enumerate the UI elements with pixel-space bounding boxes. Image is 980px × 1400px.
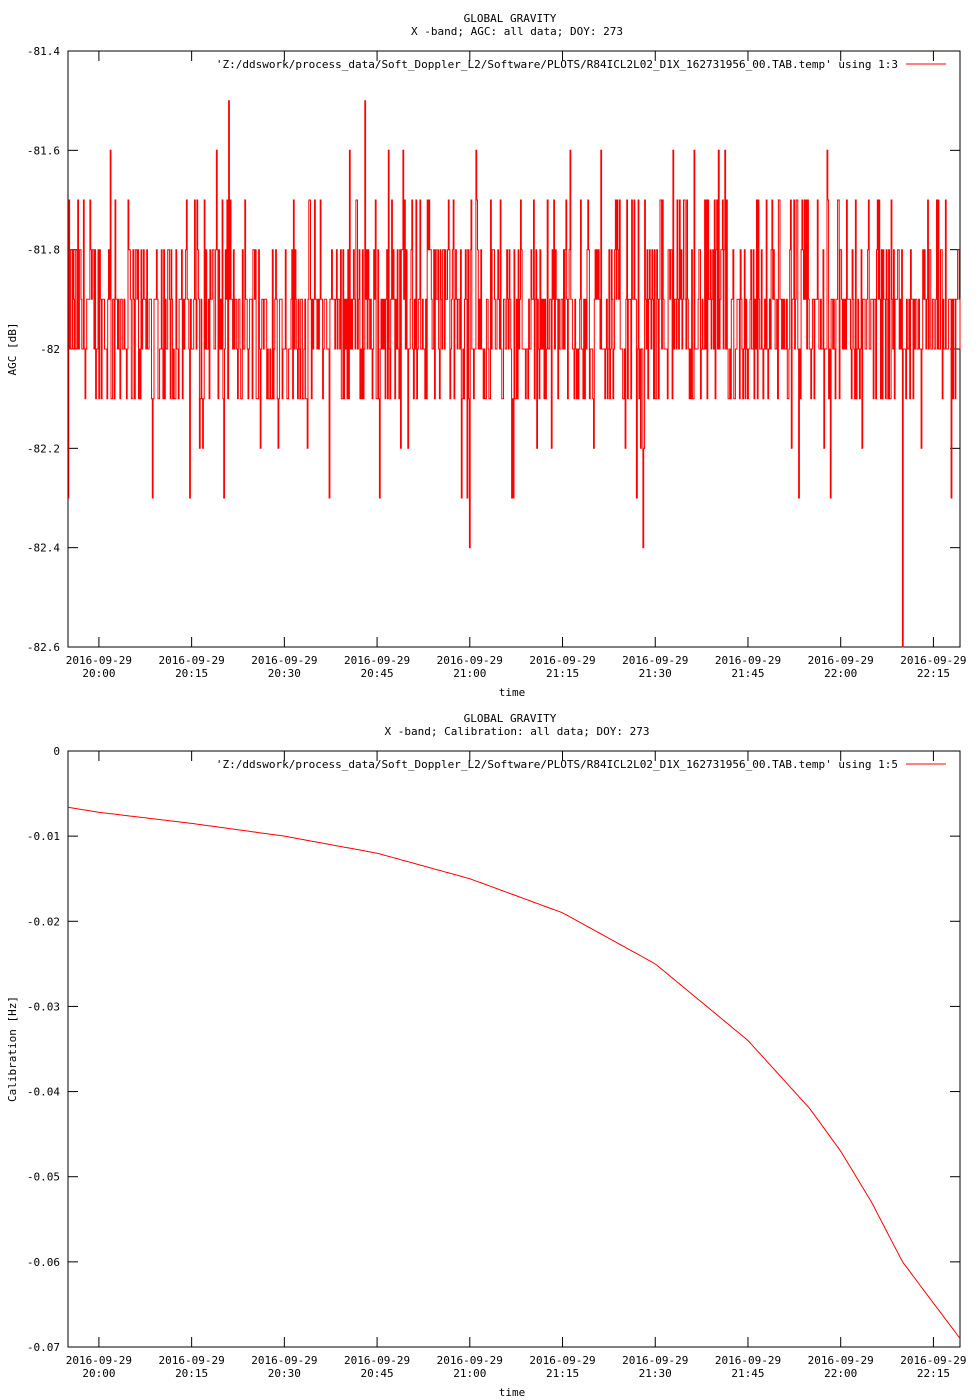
y-tick-label: -0.03 [27,1000,60,1013]
x-tick-time: 20:30 [268,667,301,680]
y-tick-label: -82.4 [27,542,60,555]
series-line [67,806,961,1339]
y-tick-label: -0.02 [27,915,60,928]
y-tick-label: -0.07 [27,1341,60,1354]
y-axis-label: AGC [dB] [6,323,19,376]
x-tick-time: 20:45 [361,1367,394,1380]
y-tick-label: -0.01 [27,830,60,843]
y-tick-label: -82.2 [27,442,60,455]
x-tick-time: 22:15 [917,1367,950,1380]
x-tick-time: 20:30 [268,1367,301,1380]
x-tick-time: 20:00 [82,1367,115,1380]
x-tick-time: 21:30 [639,1367,672,1380]
y-tick-label: -82.6 [27,641,60,654]
x-tick-date: 2016-09-29 [159,654,225,667]
legend-label: 'Z:/ddswork/process_data/Soft_Doppler_L2… [216,58,898,71]
x-tick-date: 2016-09-29 [622,654,688,667]
x-tick-date: 2016-09-29 [437,1354,503,1367]
x-tick-date: 2016-09-29 [251,654,317,667]
x-tick-date: 2016-09-29 [808,1354,874,1367]
x-tick-date: 2016-09-29 [715,654,781,667]
y-tick-label: -82 [40,343,60,356]
x-tick-date: 2016-09-29 [66,654,132,667]
x-tick-time: 22:00 [824,667,857,680]
x-tick-time: 20:15 [175,667,208,680]
x-tick-time: 20:45 [361,667,394,680]
y-tick-label: -0.06 [27,1256,60,1269]
x-axis-label: time [499,686,526,699]
y-tick-label: 0 [53,745,60,758]
x-tick-date: 2016-09-29 [66,1354,132,1367]
plot-frame [67,750,961,1348]
x-tick-date: 2016-09-29 [344,1354,410,1367]
x-tick-time: 22:00 [824,1367,857,1380]
x-tick-time: 22:15 [917,667,950,680]
legend-label: 'Z:/ddswork/process_data/Soft_Doppler_L2… [216,758,898,771]
chart-subtitle: X -band; AGC: all data; DOY: 273 [411,25,623,38]
x-tick-date: 2016-09-29 [344,654,410,667]
x-tick-date: 2016-09-29 [900,654,966,667]
y-tick-label: -0.04 [27,1086,60,1099]
x-tick-time: 21:15 [546,1367,579,1380]
chart-subtitle: X -band; Calibration: all data; DOY: 273 [385,725,650,738]
x-tick-time: 20:00 [82,667,115,680]
x-tick-time: 21:15 [546,667,579,680]
x-tick-date: 2016-09-29 [251,1354,317,1367]
x-tick-date: 2016-09-29 [159,1354,225,1367]
x-tick-time: 20:15 [175,1367,208,1380]
y-axis-label: Calibration [Hz] [6,996,19,1102]
x-tick-date: 2016-09-29 [622,1354,688,1367]
x-tick-time: 21:00 [453,667,486,680]
x-tick-date: 2016-09-29 [437,654,503,667]
x-axis-label: time [499,1386,526,1399]
x-tick-time: 21:30 [639,667,672,680]
x-tick-time: 21:45 [731,667,764,680]
y-tick-label: -81.6 [27,144,60,157]
y-tick-label: -81.4 [27,45,60,58]
chart-title: GLOBAL GRAVITY [464,712,557,725]
x-tick-date: 2016-09-29 [715,1354,781,1367]
x-tick-date: 2016-09-29 [900,1354,966,1367]
y-tick-label: -0.05 [27,1171,60,1184]
x-tick-date: 2016-09-29 [808,654,874,667]
x-tick-time: 21:45 [731,1367,764,1380]
x-tick-time: 21:00 [453,1367,486,1380]
x-tick-date: 2016-09-29 [529,1354,595,1367]
series-line [68,100,961,648]
chart-title: GLOBAL GRAVITY [464,12,557,25]
x-tick-date: 2016-09-29 [529,654,595,667]
y-tick-label: -81.8 [27,244,60,257]
